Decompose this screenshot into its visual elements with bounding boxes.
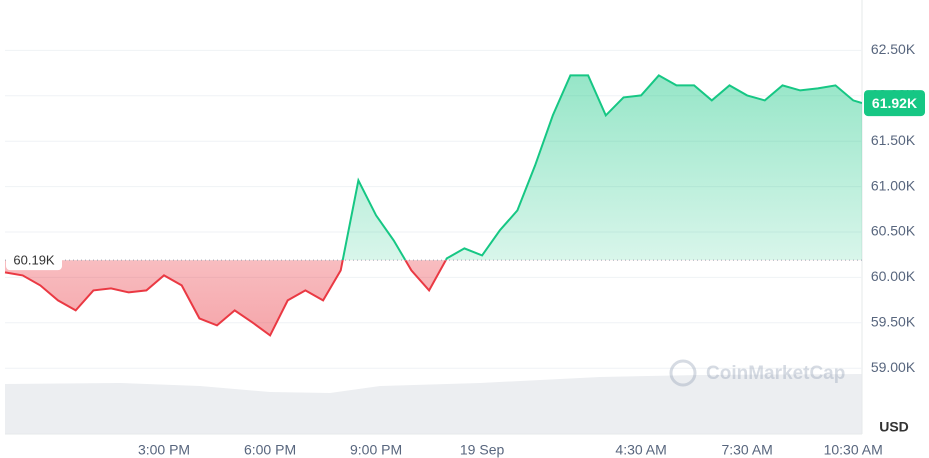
price-tag — [864, 90, 925, 117]
currency-label: USD — [879, 419, 909, 435]
x-tick-label: 7:30 AM — [721, 442, 772, 458]
x-tick-label: 9:00 PM — [350, 442, 402, 458]
y-tick-label: 61.50K — [871, 132, 916, 148]
watermark-text: CoinMarketCap — [706, 363, 845, 384]
baseline-label-bg — [6, 250, 62, 271]
y-tick-label: 62.50K — [871, 41, 916, 57]
baseline-label: 60.19K — [13, 253, 55, 268]
area-up — [5, 75, 862, 261]
x-tick-label: 19 Sep — [460, 442, 505, 458]
line-down — [4, 260, 447, 337]
watermark: CoinMarketCap — [669, 359, 845, 387]
y-tick-label: 60.50K — [871, 223, 916, 239]
y-tick-label: 59.00K — [871, 359, 916, 375]
line-up — [341, 74, 862, 261]
y-tick-label: 60.00K — [871, 268, 916, 284]
y-tick-label: 61.00K — [871, 177, 916, 193]
x-tick-label: 10:30 AM — [824, 442, 883, 458]
x-tick-label: 4:30 AM — [615, 442, 666, 458]
x-tick-label: 6:00 PM — [244, 442, 296, 458]
y-tick-label: 59.50K — [871, 314, 916, 330]
x-tick-label: 3:00 PM — [138, 442, 190, 458]
price-tag-label: 61.92K — [872, 95, 917, 111]
volume-area — [5, 374, 862, 434]
